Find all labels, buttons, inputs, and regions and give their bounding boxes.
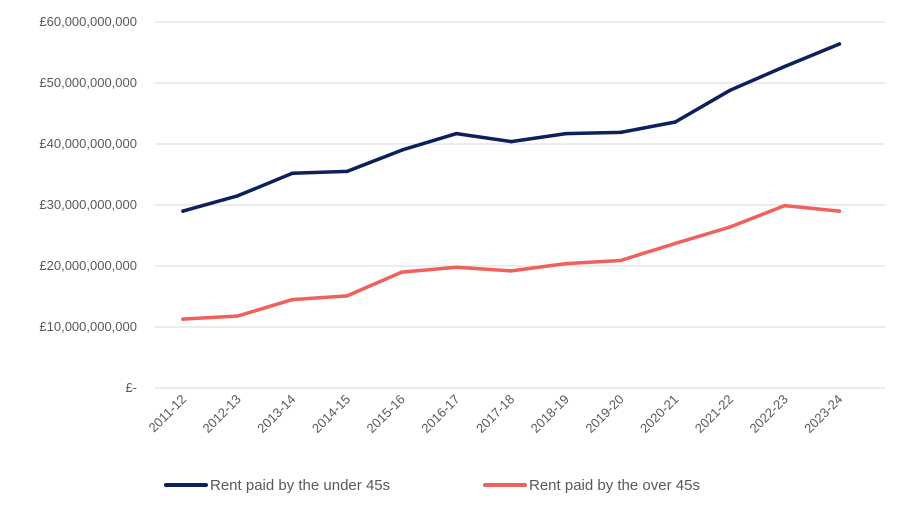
data-point bbox=[728, 225, 732, 229]
y-tick-label: £50,000,000,000 bbox=[39, 75, 137, 90]
x-tick-label: 2023-24 bbox=[801, 392, 845, 436]
data-point bbox=[837, 209, 842, 213]
x-tick-label: 2015-16 bbox=[364, 392, 408, 436]
y-tick-label: £- bbox=[125, 380, 137, 395]
data-point bbox=[345, 294, 349, 298]
data-point bbox=[509, 269, 513, 273]
x-tick-label: 2012-13 bbox=[199, 392, 243, 436]
data-point bbox=[837, 42, 842, 46]
legend-label: Rent paid by the under 45s bbox=[210, 477, 390, 494]
data-point bbox=[181, 209, 185, 213]
x-tick-label: 2013-14 bbox=[254, 392, 298, 436]
x-tick-label: 2011-12 bbox=[145, 392, 189, 436]
x-tick-label: 2016-17 bbox=[418, 392, 462, 436]
gridlines bbox=[155, 21, 885, 389]
data-point bbox=[290, 297, 295, 302]
data-point bbox=[673, 241, 678, 246]
x-tick-label: 2018-19 bbox=[528, 392, 572, 436]
data-point bbox=[618, 258, 623, 263]
data-point bbox=[400, 148, 404, 152]
data-point bbox=[564, 131, 568, 136]
y-tick-label: £10,000,000,000 bbox=[39, 319, 137, 334]
data-point bbox=[509, 139, 513, 144]
legend: Rent paid by the under 45s Rent paid by t… bbox=[164, 477, 700, 494]
data-point bbox=[181, 317, 185, 321]
data-point bbox=[673, 120, 678, 124]
x-tick-label: 2020-21 bbox=[637, 392, 681, 436]
data-point bbox=[235, 314, 240, 318]
series-line-2 bbox=[181, 203, 842, 321]
x-axis-ticks: 2011-12 2012-13 2013-14 2014-15 2015-16 2016-… bbox=[145, 392, 845, 436]
data-point bbox=[728, 88, 732, 93]
data-point bbox=[618, 130, 623, 135]
data-point bbox=[782, 203, 787, 208]
series-lines bbox=[181, 42, 842, 321]
y-tick-label: £30,000,000,000 bbox=[39, 197, 137, 212]
legend-label: Rent paid by the over 45s bbox=[529, 477, 700, 494]
x-tick-label: 2019-20 bbox=[582, 392, 626, 436]
y-tick-label: £60,000,000,000 bbox=[39, 14, 137, 29]
y-tick-label: £20,000,000,000 bbox=[39, 258, 137, 273]
x-tick-label: 2014-15 bbox=[309, 392, 353, 436]
y-tick-label: £40,000,000,000 bbox=[39, 136, 137, 151]
data-point bbox=[454, 265, 459, 269]
data-point bbox=[564, 261, 568, 266]
data-point bbox=[290, 171, 295, 176]
x-tick-label: 2022-23 bbox=[746, 392, 790, 436]
x-tick-label: 2021-22 bbox=[692, 392, 736, 436]
series-line-1 bbox=[181, 42, 842, 213]
data-point bbox=[400, 270, 404, 274]
y-axis-ticks: £- £10,000,000,000 £20,000,000,000 £30,000,… bbox=[39, 14, 137, 395]
data-point bbox=[235, 194, 240, 198]
data-point bbox=[454, 131, 459, 136]
data-point bbox=[345, 169, 349, 174]
x-tick-label: 2017-18 bbox=[473, 392, 517, 436]
data-point bbox=[782, 64, 787, 69]
